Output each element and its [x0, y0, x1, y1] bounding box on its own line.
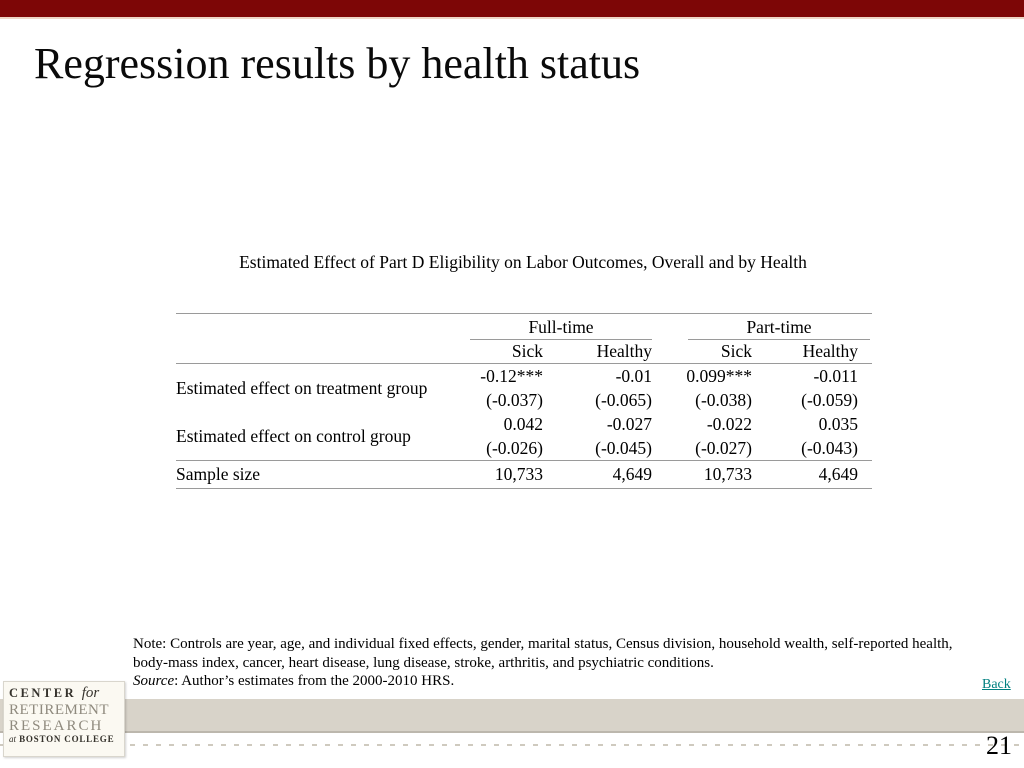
estimate-cell: -0.12*** — [480, 365, 543, 386]
table-row: (-0.037) (-0.065) (-0.038) (-0.059) — [176, 388, 872, 412]
source-text: : Author’s estimates from the 2000-2010 … — [174, 673, 455, 689]
slide-number: 21 — [986, 731, 1012, 760]
table-group-header-row: Full-time Part-time — [176, 313, 873, 340]
top-accent-bar — [0, 0, 1024, 19]
sample-size-cell: 10,733 — [456, 459, 543, 489]
std-error-cell: (-0.037) — [486, 389, 543, 410]
empty-cell — [176, 313, 456, 340]
estimate-cell: 0.035 — [818, 413, 859, 434]
estimate-cell: -0.027 — [606, 413, 653, 434]
std-error-cell: (-0.045) — [595, 437, 653, 458]
estimate-cell: -0.011 — [813, 365, 859, 386]
table-row: (-0.026) (-0.045) (-0.027) (-0.043) — [176, 436, 872, 461]
sample-size-cell: 10,733 — [652, 459, 753, 489]
estimate-cell: -0.01 — [615, 365, 653, 386]
back-link[interactable]: Back — [982, 677, 1011, 692]
std-error-cell: (-0.065) — [595, 389, 653, 410]
logo-line-retirement: RETIREMENT — [9, 701, 109, 718]
logo-line-center: CENTER for — [9, 685, 124, 702]
note-line-2: body-mass index, cancer, heart disease, … — [133, 654, 714, 671]
std-error-cell: (-0.038) — [695, 389, 753, 410]
sample-size-row: Sample size 10,733 4,649 10,733 4,649 — [176, 459, 873, 489]
part-time-header: Part-time — [688, 315, 871, 340]
footnotes: Note: Controls are year, age, and indivi… — [133, 635, 953, 691]
full-time-header: Full-time — [470, 315, 653, 340]
column-header-pt-sick: Sick — [652, 339, 753, 364]
column-group-part-time: Part-time — [652, 313, 873, 340]
logo-for-text: for — [81, 685, 100, 701]
std-error-cell: (-0.027) — [695, 437, 753, 458]
row-label-control-group: Estimated effect on control group — [176, 425, 411, 446]
std-error-cell: (-0.043) — [801, 437, 859, 458]
column-header-ft-sick: Sick — [456, 339, 543, 364]
logo-bc-text: BOSTON COLLEGE — [19, 733, 115, 744]
row-label-sample-size: Sample size — [176, 459, 456, 489]
logo-line-research: RESEARCH — [9, 718, 104, 734]
empty-cell — [176, 339, 456, 364]
source-label: Source — [133, 673, 175, 689]
logo-at-text: at — [9, 733, 17, 744]
slide-title: Regression results by health status — [34, 39, 641, 88]
sample-size-cell: 4,649 — [752, 459, 873, 489]
sample-size-cell: 4,649 — [543, 459, 653, 489]
note-line-1: Note: Controls are year, age, and indivi… — [133, 636, 953, 652]
std-error-cell: (-0.059) — [801, 389, 859, 410]
regression-table: Full-time Part-time Sick Healthy Sick He… — [176, 313, 873, 489]
perforation-line — [0, 744, 1024, 746]
estimate-cell: -0.022 — [706, 413, 753, 434]
std-error-cell: (-0.026) — [486, 437, 543, 458]
estimate-cell: 0.042 — [503, 413, 543, 434]
logo-line-boston-college: at BOSTON COLLEGE — [9, 733, 124, 745]
column-header-ft-healthy: Healthy — [543, 339, 653, 364]
table-subheader-row: Sick Healthy Sick Healthy — [176, 339, 873, 364]
table-caption: Estimated Effect of Part D Eligibility o… — [239, 252, 807, 272]
footer-bar — [0, 699, 1024, 733]
table-row: Estimated effect on treatment group -0.1… — [176, 363, 872, 398]
logo-center-text: CENTER — [9, 686, 77, 700]
column-group-full-time: Full-time — [456, 313, 653, 340]
row-label-treatment-group: Estimated effect on treatment group — [176, 377, 428, 398]
source-line: Source: Author’s estimates from the 2000… — [133, 672, 953, 691]
estimate-cell: 0.099*** — [686, 365, 753, 386]
crr-logo: CENTER for RETIREMENT RESEARCH at BOSTON… — [3, 681, 125, 757]
table-row: Estimated effect on control group 0.042 … — [176, 412, 872, 446]
column-header-pt-healthy: Healthy — [752, 339, 873, 364]
